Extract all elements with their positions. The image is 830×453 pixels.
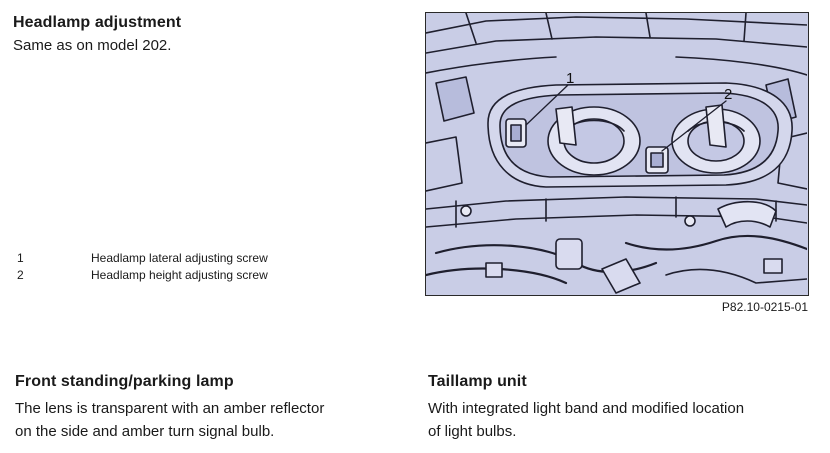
front-lamp-line-2: on the side and amber turn signal bulb. bbox=[15, 423, 275, 440]
front-lamp-heading: Front standing/parking lamp bbox=[15, 373, 234, 390]
headlamp-body: Same as on model 202. bbox=[13, 37, 172, 54]
front-lamp-line-1: The lens is transparent with an amber re… bbox=[15, 400, 325, 417]
taillamp-line-2: of light bulbs. bbox=[428, 423, 517, 440]
callout-2: 2 bbox=[724, 86, 732, 103]
taillamp-heading: Taillamp unit bbox=[428, 373, 527, 390]
legend-number: 1 bbox=[17, 251, 24, 265]
legend-text: Headlamp lateral adjusting screw bbox=[91, 251, 268, 265]
figure-code: P82.10-0215-01 bbox=[721, 300, 808, 314]
headlamp-drawing: 1 2 bbox=[426, 13, 807, 294]
legend-number: 2 bbox=[17, 268, 24, 282]
headlamp-heading: Headlamp adjustment bbox=[13, 14, 182, 31]
callout-1: 1 bbox=[566, 70, 574, 87]
legend-text: Headlamp height adjusting screw bbox=[91, 268, 268, 282]
taillamp-line-1: With integrated light band and modified … bbox=[428, 400, 745, 417]
headlamp-illustration: 1 2 bbox=[425, 12, 809, 296]
